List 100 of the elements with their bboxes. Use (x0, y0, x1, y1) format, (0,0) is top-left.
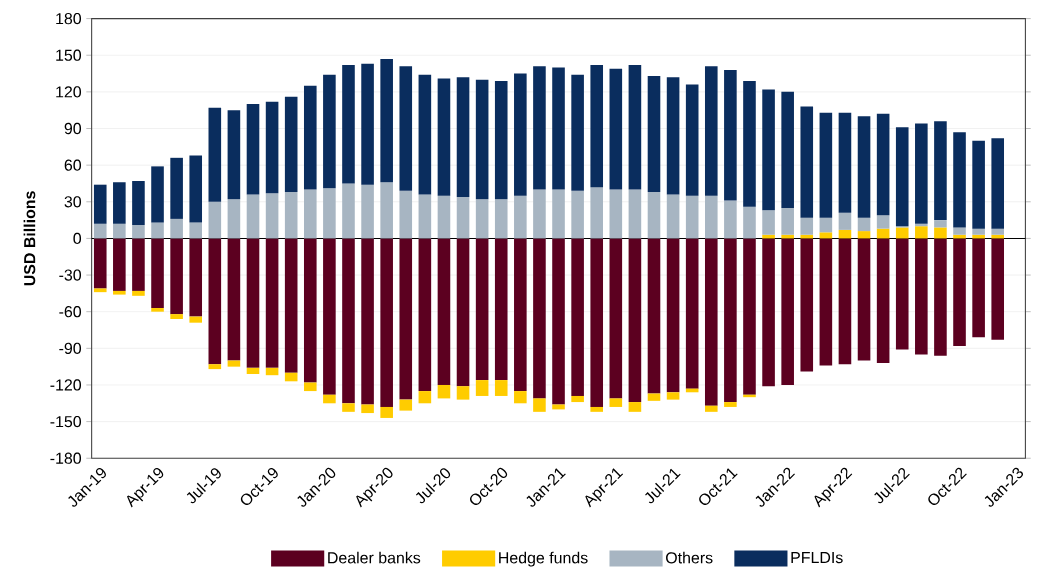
bar (170, 218, 183, 239)
bar (437, 384, 451, 399)
bar (991, 238, 1005, 340)
bar (514, 390, 527, 404)
bar (819, 238, 833, 366)
bar (781, 207, 794, 235)
bar (170, 157, 183, 219)
y-tick-label: 150 (56, 49, 82, 61)
bar (685, 195, 699, 239)
bar (246, 194, 260, 239)
bar (704, 238, 718, 406)
bar (762, 89, 775, 211)
y-tick-label: 60 (64, 159, 82, 171)
bar (533, 189, 546, 239)
bar (876, 215, 890, 229)
bar (857, 230, 871, 239)
bar (323, 74, 336, 189)
y-tick-label: 30 (64, 195, 82, 208)
bar (151, 166, 164, 223)
bar (781, 91, 794, 208)
legend-label: PFLDIs (791, 551, 843, 563)
bar (628, 189, 642, 239)
legend-label: Hedge funds (499, 551, 588, 567)
bar (533, 66, 546, 190)
bar (399, 190, 413, 239)
bar (666, 238, 680, 393)
bar (934, 120, 947, 220)
bar (494, 238, 508, 380)
bar (208, 107, 222, 202)
bar (246, 238, 260, 368)
bar (380, 58, 393, 183)
y-tick-label: -60 (59, 305, 82, 318)
bar (113, 182, 126, 224)
bar (456, 196, 470, 239)
bar (380, 182, 393, 239)
bar (819, 217, 833, 233)
bar (647, 75, 661, 192)
bar (609, 68, 623, 190)
bar (399, 399, 413, 411)
bar (838, 212, 852, 230)
bar (800, 217, 814, 235)
bar (265, 367, 279, 375)
bar (647, 393, 661, 401)
y-tick-label: -90 (59, 342, 82, 354)
bar (552, 67, 565, 190)
bar (915, 123, 928, 224)
bar (857, 217, 871, 231)
bar (552, 238, 565, 405)
bar (514, 73, 527, 196)
bar (704, 195, 718, 239)
bar (399, 66, 413, 191)
bar (876, 113, 890, 215)
bar (915, 225, 928, 239)
bar (361, 63, 374, 185)
bar (227, 238, 241, 361)
bar (132, 290, 145, 296)
bar (685, 238, 699, 389)
bar (189, 155, 203, 223)
y-tick-label: -180 (50, 452, 82, 464)
bar (953, 131, 966, 228)
y-axis-title: USD Billions (23, 191, 36, 286)
bar (609, 189, 623, 239)
bar (323, 394, 336, 404)
bar (972, 238, 985, 338)
bar (953, 238, 966, 346)
bar (227, 199, 241, 239)
bar (437, 238, 451, 385)
bar (934, 238, 947, 356)
bar (323, 238, 336, 395)
bar (208, 363, 222, 369)
bar (284, 96, 298, 192)
bar (475, 199, 489, 239)
bar (151, 222, 164, 239)
bar (284, 238, 298, 373)
bar (189, 238, 203, 317)
bar (838, 112, 852, 213)
bar (170, 313, 183, 319)
legend-label: Others (666, 551, 713, 564)
bar (361, 238, 374, 405)
bar (762, 210, 775, 235)
bar (418, 390, 432, 404)
bar (380, 238, 393, 407)
bar (666, 194, 680, 239)
bar (132, 238, 145, 291)
bar (819, 112, 833, 218)
bar (475, 238, 489, 380)
bar (685, 84, 699, 196)
bar (303, 85, 317, 190)
bar (628, 238, 642, 402)
bar (456, 77, 470, 197)
bar (781, 238, 794, 385)
bar (399, 238, 413, 400)
bar (303, 382, 317, 391)
bar (819, 232, 833, 239)
bar (208, 238, 222, 364)
y-tick-label: -150 (50, 415, 82, 428)
y-tick-label: -30 (59, 269, 82, 281)
bar (418, 238, 432, 391)
bar (361, 184, 374, 239)
bar (265, 193, 279, 239)
